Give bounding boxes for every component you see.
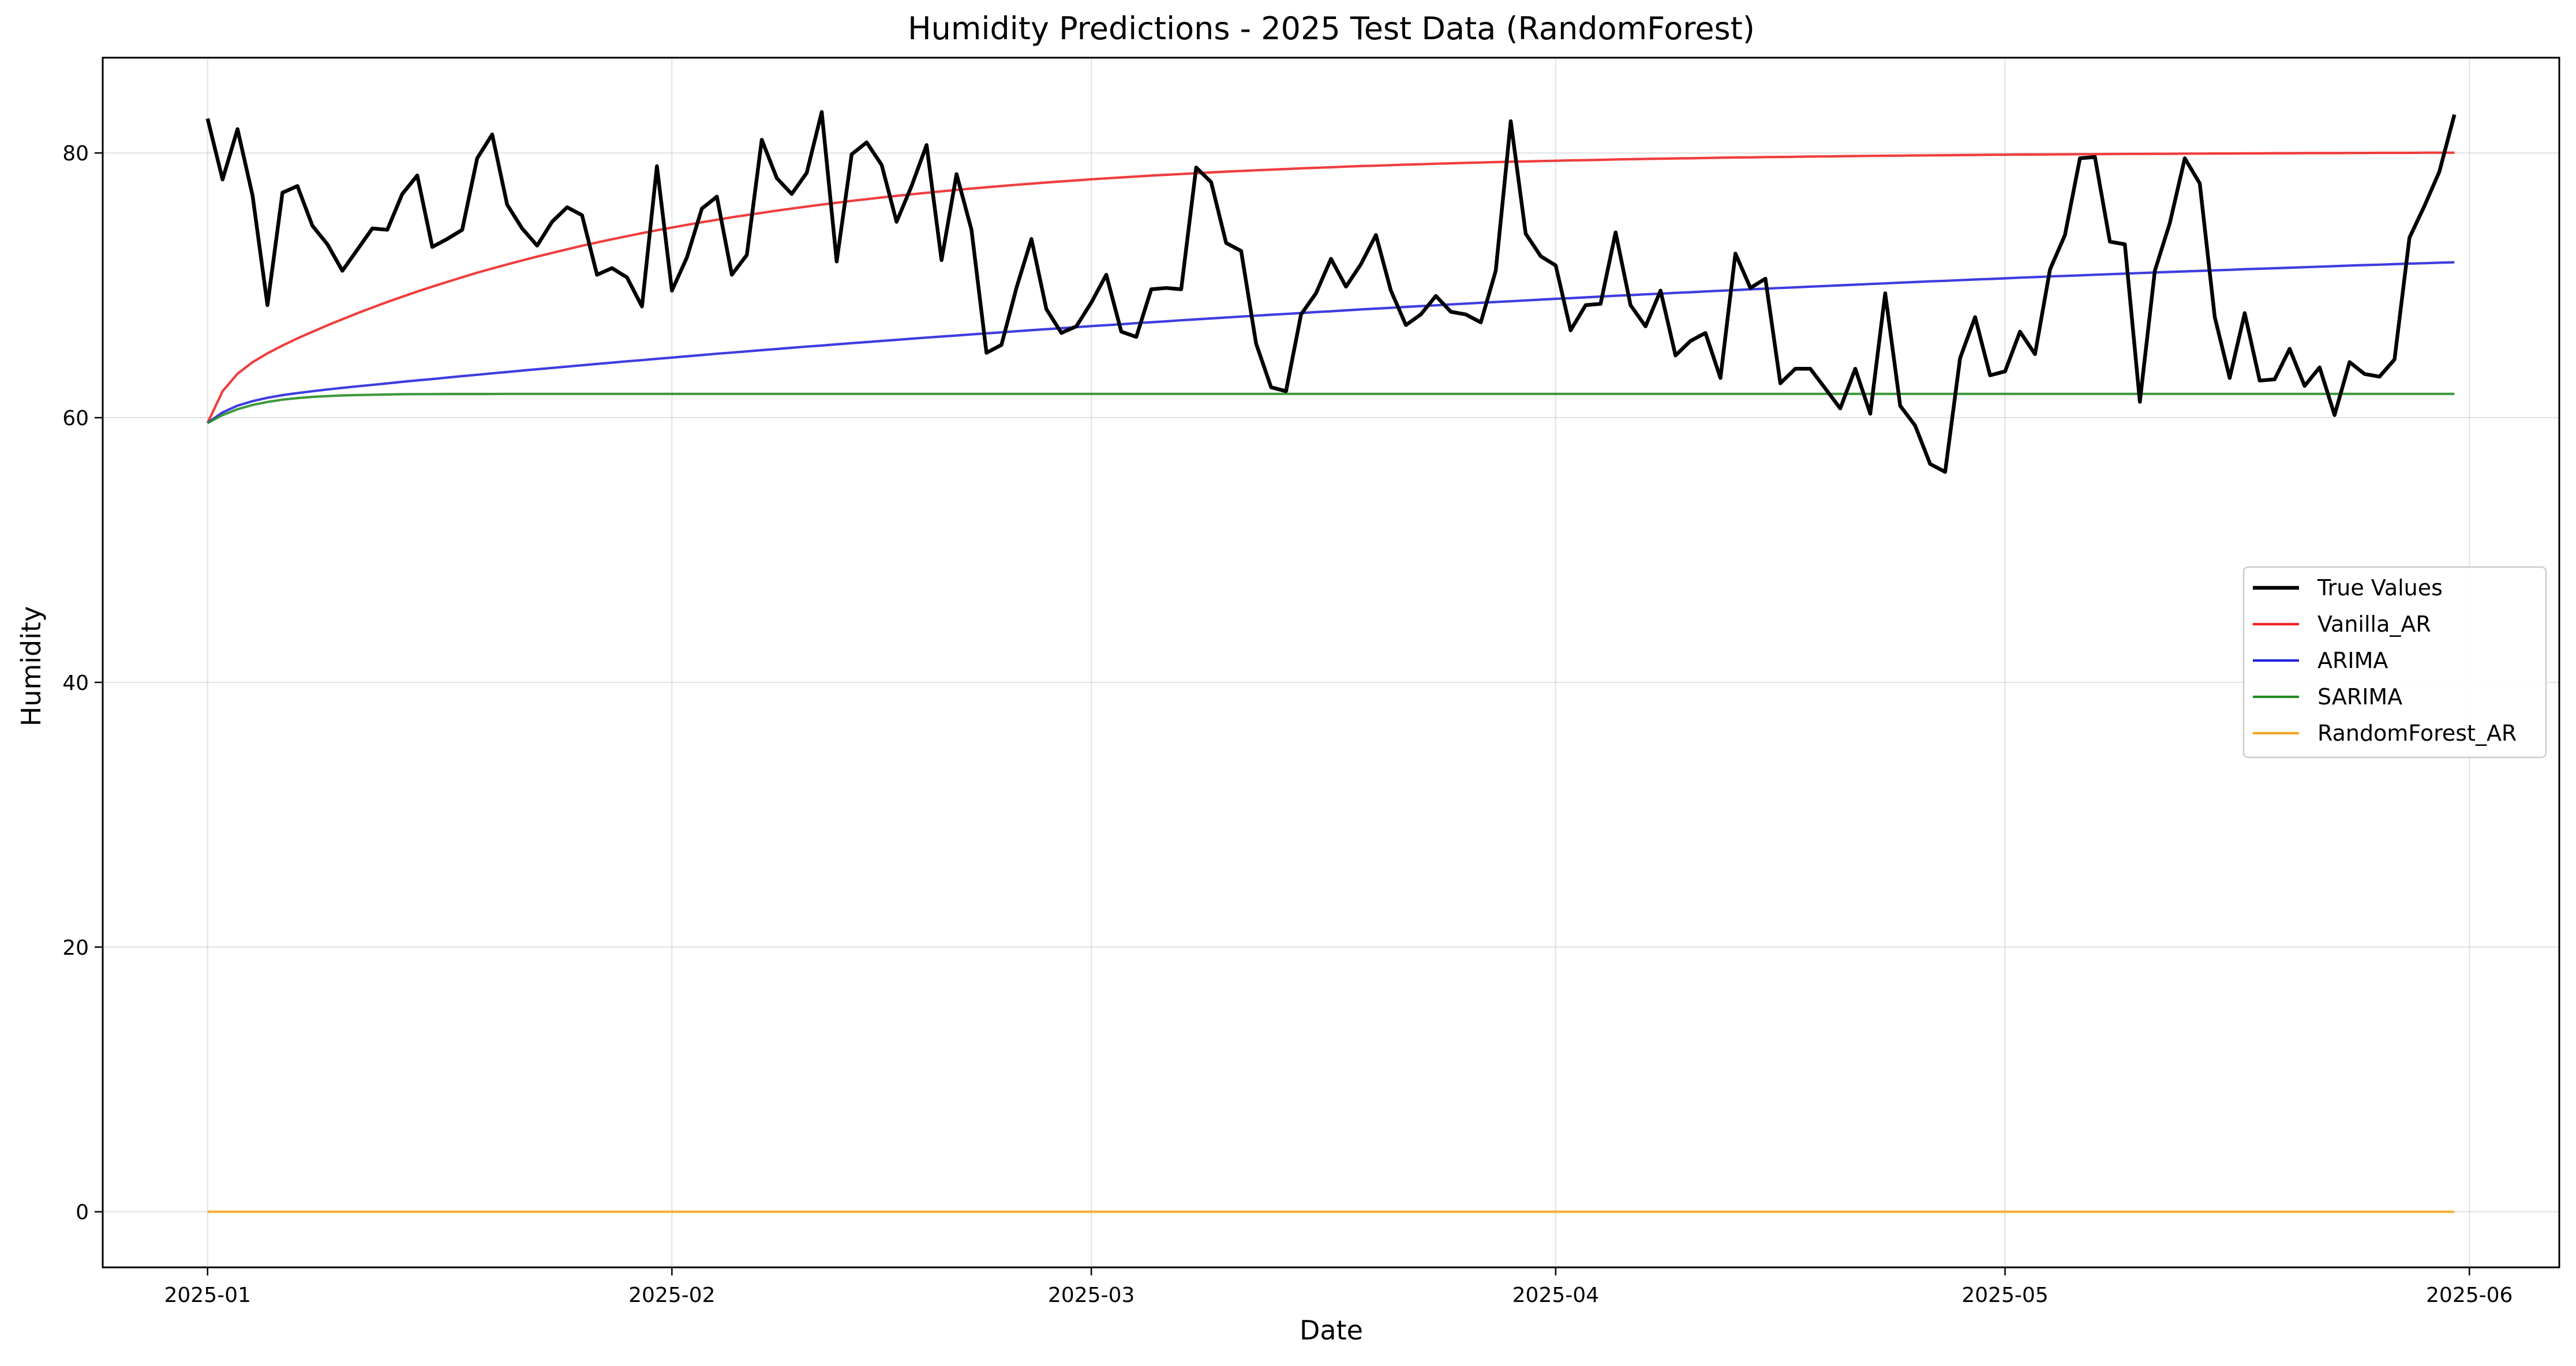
y-tick-label: 80	[62, 142, 89, 166]
legend-label: Vanilla_AR	[2317, 611, 2431, 637]
x-tick-label: 2025-02	[628, 1284, 715, 1307]
legend-label: ARIMA	[2317, 648, 2388, 673]
x-axis-label: Date	[1300, 1315, 1363, 1346]
x-tick-label: 2025-04	[1512, 1284, 1599, 1307]
series-line-sarima	[207, 392, 2455, 425]
x-tick-label: 2025-01	[164, 1284, 250, 1307]
axis-ticks: 0 20 40 60 80 2025-01 2025-02 2025-03 2025-04 202…	[62, 142, 2513, 1307]
series-line-arima	[207, 261, 2455, 424]
y-tick-label: 60	[62, 407, 89, 430]
series-lines	[205, 110, 2457, 1213]
y-tick-label: 40	[62, 671, 89, 695]
chart-title: Humidity Predictions - 2025 Test Data (R…	[908, 10, 1755, 47]
x-tick-label: 2025-06	[2426, 1284, 2513, 1307]
legend: True Values Vanilla_AR ARIMA SARIMA RandomFo…	[2242, 566, 2547, 759]
legend-label: RandomForest_AR	[2317, 720, 2517, 746]
series-line-true values	[205, 110, 2457, 474]
legend-box	[2242, 566, 2547, 759]
series-line-vanilla-ar	[206, 151, 2455, 424]
legend-label: True Values	[2317, 575, 2443, 601]
plot-area-frame	[102, 57, 2560, 1269]
x-tick-label: 2025-03	[1048, 1284, 1135, 1307]
y-tick-label: 0	[76, 1201, 89, 1225]
y-tick-label: 20	[62, 936, 89, 960]
x-tick-label: 2025-05	[1961, 1284, 2048, 1307]
legend-label: SARIMA	[2317, 684, 2402, 710]
y-axis-label: Humidity	[16, 606, 47, 727]
